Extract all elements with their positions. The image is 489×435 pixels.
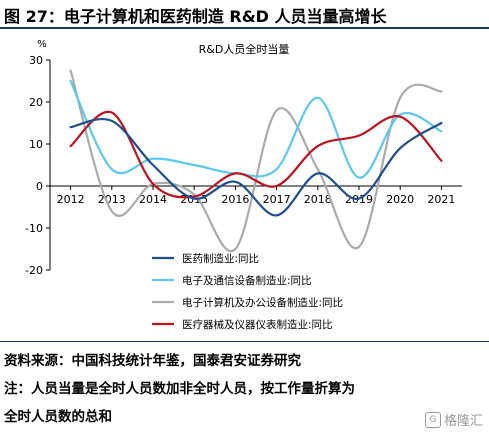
title-divider	[0, 27, 489, 29]
y-tick-label: -20	[25, 264, 43, 277]
legend-label-1: 电子及通信设备制造业:同比	[182, 274, 312, 287]
legend-label-2: 电子计算机及办公设备制造业:同比	[182, 296, 343, 309]
x-tick-label: 2016	[221, 193, 249, 206]
y-tick-label: -10	[25, 222, 43, 235]
x-tick-label: 2020	[386, 193, 414, 206]
series-line-2	[69, 69, 443, 253]
chart-title: R&D人员全时当量	[199, 42, 290, 56]
figure-title: 图 27：电子计算机和医药制造 R&D 人员当量高增长	[4, 7, 387, 26]
x-tick-label: 2013	[98, 193, 126, 206]
footnote-line-1: 注：人员当量是全时人员数加非全时人员，按工作量折算为	[4, 381, 355, 397]
y-tick-label: 10	[29, 138, 43, 151]
legend-label-0: 医药制造业:同比	[182, 252, 259, 265]
y-axis-unit: %	[37, 39, 47, 50]
series-lines	[69, 69, 443, 253]
legend: 医药制造业:同比电子及通信设备制造业:同比电子计算机及办公设备制造业:同比医疗器…	[152, 252, 343, 331]
y-tick-label: 30	[29, 54, 43, 67]
watermark: G 格隆汇	[424, 410, 483, 429]
x-tick-label: 2017	[263, 193, 291, 206]
y-tick-label: 0	[36, 180, 43, 193]
source-note: 资料来源：中国科技统计年鉴，国泰君安证券研究	[4, 353, 301, 369]
series-line-3	[69, 110, 443, 199]
series-line-1	[69, 79, 443, 179]
x-tick-label: 2018	[304, 193, 332, 206]
x-tick-label: 2021	[427, 193, 455, 206]
line-chart: R&D人员全时当量 % -20 -10 0 10 20 30 2012 2013 2014 201…	[25, 39, 462, 331]
footnote-line-2: 全时人员数的总和	[4, 409, 112, 425]
x-tick-label: 2012	[57, 193, 85, 206]
x-tick-label: 2014	[139, 193, 167, 206]
series-line-0	[69, 117, 443, 217]
legend-label-3: 医疗器械及仪器仪表制造业:同比	[182, 318, 333, 331]
watermark-logo-icon: G	[424, 411, 441, 428]
footer-divider	[0, 341, 489, 342]
y-tick-label: 20	[29, 96, 43, 109]
watermark-text: 格隆汇	[443, 414, 483, 429]
